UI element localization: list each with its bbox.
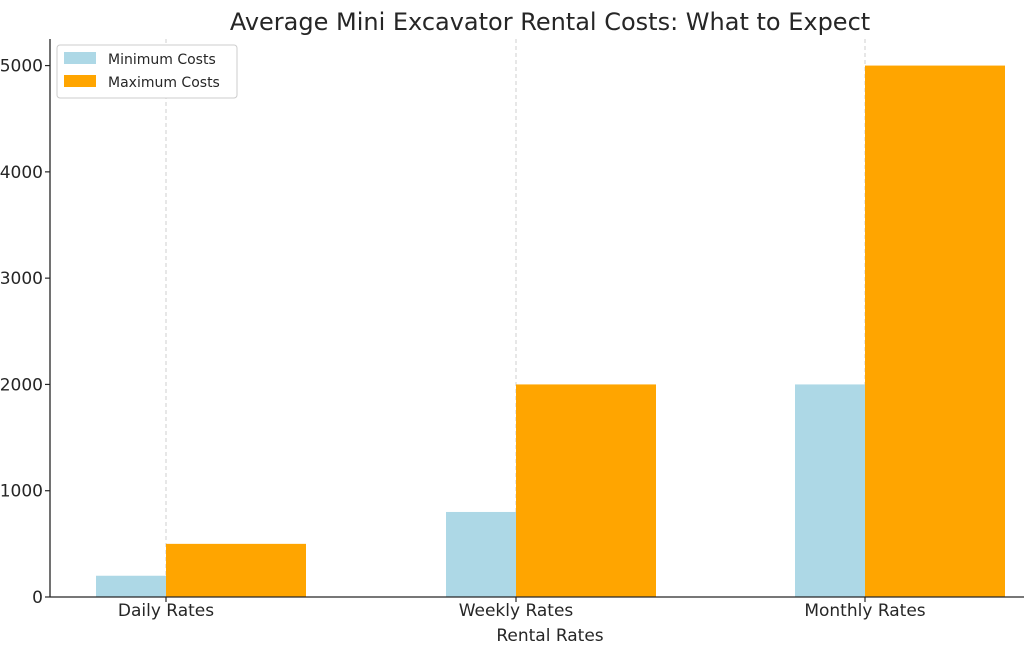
legend-label: Minimum Costs — [108, 52, 216, 68]
bar-minimum-monthly-rates — [795, 384, 865, 597]
bar-minimum-weekly-rates — [446, 511, 516, 597]
y-tick-label: 4000 — [0, 163, 43, 183]
legend-swatch — [64, 75, 96, 87]
y-tick-label: 3000 — [0, 269, 43, 289]
x-ticks: Daily Rates Weekly Rates Monthly Rates — [118, 597, 926, 621]
axes-group — [49, 39, 1024, 598]
bar-maximum-daily-rates — [166, 543, 306, 597]
x-tick-label: Daily Rates — [118, 601, 214, 621]
x-tick-label: Weekly Rates — [459, 601, 574, 621]
y-ticks: 0 1000 2000 3000 4000 5000 — [0, 57, 50, 608]
x-axis-label: Rental Rates — [496, 626, 603, 646]
legend: Minimum Costs Maximum Costs — [56, 44, 238, 99]
legend-swatch — [64, 52, 96, 64]
legend-frame — [56, 44, 238, 99]
x-tick-label: Monthly Rates — [804, 601, 925, 621]
bar-maximum-weekly-rates — [516, 384, 656, 597]
bar-minimum-daily-rates — [96, 575, 166, 597]
y-tick-label: 0 — [32, 588, 43, 608]
y-tick-label: 5000 — [0, 57, 43, 77]
chart-title: Average Mini Excavator Rental Costs: Wha… — [230, 8, 870, 36]
legend-label: Maximum Costs — [108, 75, 220, 91]
y-tick-label: 2000 — [0, 375, 43, 395]
y-tick-label: 1000 — [0, 482, 43, 502]
bar-maximum-monthly-rates — [865, 65, 1005, 598]
bars-group — [96, 65, 1005, 598]
